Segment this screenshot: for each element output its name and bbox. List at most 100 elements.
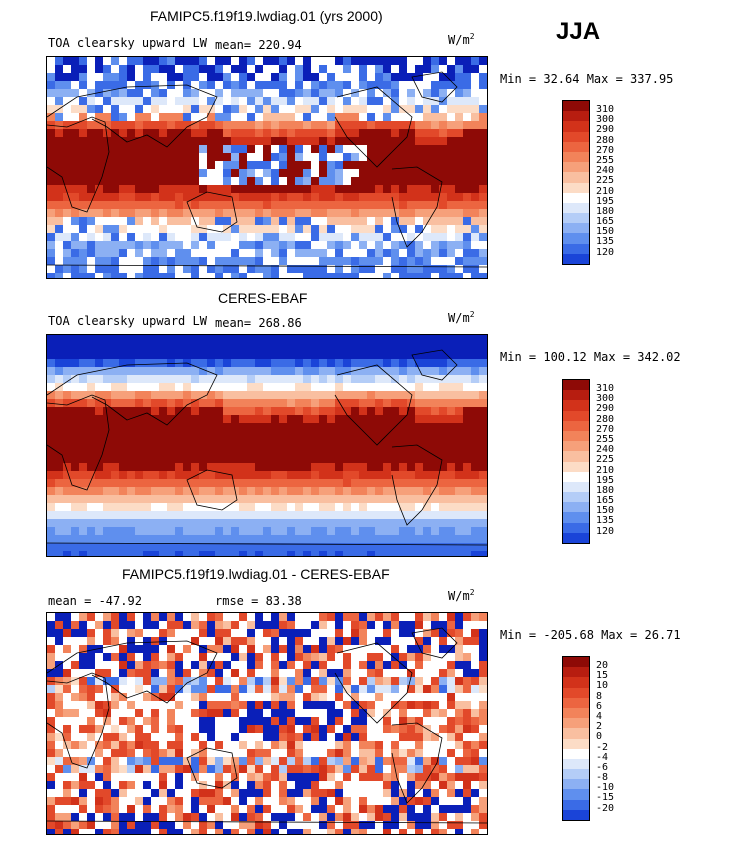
field-cell <box>335 661 343 669</box>
field-cell <box>239 89 247 97</box>
field-cell <box>335 209 343 217</box>
field-cell <box>263 193 271 201</box>
field-cell <box>239 447 247 455</box>
field-cell <box>143 233 151 241</box>
field-cell <box>383 265 391 273</box>
field-cell <box>431 661 439 669</box>
field-cell <box>351 423 359 431</box>
field-cell <box>455 717 463 725</box>
field-cell <box>71 391 79 399</box>
field-cell <box>343 375 351 383</box>
field-cell <box>463 241 471 249</box>
colorbar-tick-label: 135 <box>596 236 615 248</box>
field-cell <box>239 185 247 193</box>
field-cell <box>359 821 367 829</box>
field-cell <box>383 733 391 741</box>
field-cell <box>335 65 343 73</box>
field-cell <box>47 351 55 359</box>
field-cell <box>375 741 383 749</box>
field-cell <box>255 741 263 749</box>
field-cell <box>471 97 479 105</box>
field-cell <box>359 447 367 455</box>
field-cell <box>127 335 135 343</box>
field-cell <box>415 717 423 725</box>
field-cell <box>143 391 151 399</box>
field-cell <box>207 813 215 821</box>
field-cell <box>359 273 367 278</box>
field-cell <box>351 463 359 471</box>
field-cell <box>447 375 455 383</box>
field-cell <box>447 725 455 733</box>
field-cell <box>159 527 167 535</box>
field-cell <box>455 725 463 733</box>
field-cell <box>55 685 63 693</box>
field-cell <box>311 813 319 821</box>
field-cell <box>375 185 383 193</box>
panel3-colorbar-ticks: 20 15 10 8 6 4 2 0 -2 -4 -6 -8 -10 -15 -20 <box>596 660 614 814</box>
field-cell <box>287 343 295 351</box>
field-cell <box>447 249 455 257</box>
field-cell <box>415 495 423 503</box>
field-cell <box>327 97 335 105</box>
field-cell <box>479 661 487 669</box>
field-cell <box>47 241 55 249</box>
field-cell <box>359 829 367 834</box>
field-cell <box>63 233 71 241</box>
field-cell <box>151 693 159 701</box>
field-cell <box>447 407 455 415</box>
field-cell <box>63 773 71 781</box>
field-cell <box>255 265 263 273</box>
field-cell <box>199 535 207 543</box>
field-cell <box>351 749 359 757</box>
colorbar-tick-label: 240 <box>596 444 615 456</box>
field-cell <box>447 527 455 535</box>
field-cell <box>479 725 487 733</box>
field-cell <box>351 479 359 487</box>
field-cell <box>463 733 471 741</box>
field-cell <box>183 351 191 359</box>
field-cell <box>471 161 479 169</box>
field-cell <box>63 487 71 495</box>
field-cell <box>95 661 103 669</box>
field-cell <box>47 81 55 89</box>
field-cell <box>455 257 463 265</box>
field-cell <box>79 535 87 543</box>
field-cell <box>143 73 151 81</box>
field-cell <box>87 757 95 765</box>
field-cell <box>191 821 199 829</box>
field-cell <box>375 797 383 805</box>
field-cell <box>383 447 391 455</box>
field-cell <box>287 543 295 551</box>
field-cell <box>143 399 151 407</box>
field-cell <box>279 233 287 241</box>
field-cell <box>407 797 415 805</box>
field-cell <box>351 701 359 709</box>
field-cell <box>455 375 463 383</box>
field-cell <box>95 273 103 278</box>
field-cell <box>367 685 375 693</box>
field-cell <box>327 225 335 233</box>
field-cell <box>191 233 199 241</box>
field-cell <box>415 209 423 217</box>
field-cell <box>63 503 71 511</box>
field-cell <box>351 383 359 391</box>
field-cell <box>407 773 415 781</box>
field-cell <box>191 359 199 367</box>
field-cell <box>287 335 295 343</box>
field-cell <box>231 645 239 653</box>
field-cell <box>151 391 159 399</box>
field-cell <box>423 65 431 73</box>
field-cell <box>247 773 255 781</box>
field-cell <box>199 653 207 661</box>
field-cell <box>335 121 343 129</box>
field-cell <box>327 621 335 629</box>
field-cell <box>367 479 375 487</box>
field-cell <box>215 407 223 415</box>
field-cell <box>103 185 111 193</box>
field-cell <box>383 797 391 805</box>
field-cell <box>303 661 311 669</box>
field-cell <box>327 645 335 653</box>
field-cell <box>391 749 399 757</box>
field-cell <box>287 821 295 829</box>
field-cell <box>263 431 271 439</box>
